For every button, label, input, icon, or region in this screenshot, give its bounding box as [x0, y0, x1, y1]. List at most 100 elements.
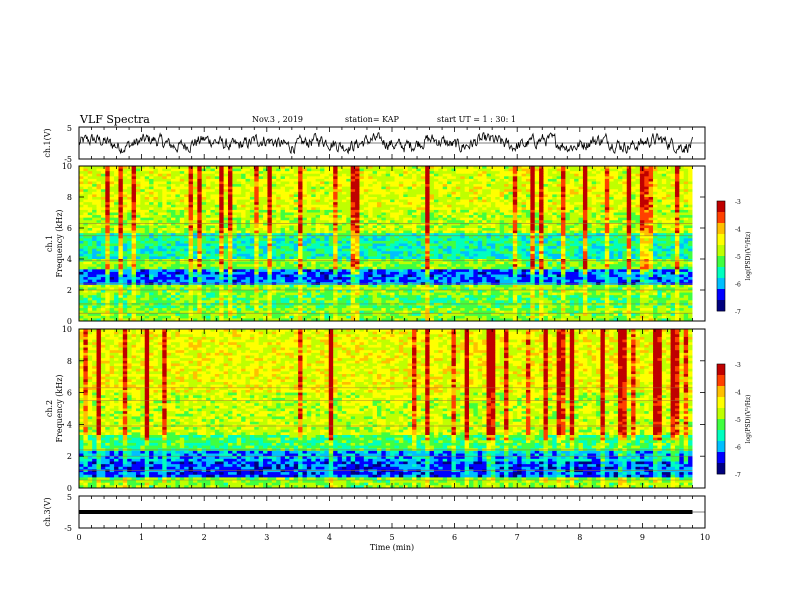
ch1-spectrogram-ytick-label: 0: [67, 317, 72, 326]
ch1-spectrogram-colorbar-tick: -5: [735, 254, 741, 261]
ch2-spectrogram-colorbar-frame: [716, 363, 726, 475]
ch1-waveform-ylabel: ch.1(V): [43, 128, 52, 157]
ch3-waveform-xlabel: Time (min): [370, 543, 414, 552]
ch1-spectrogram-colorbar-step: [717, 267, 725, 271]
ch2-spectrogram-colorbar-tick: -3: [735, 362, 741, 369]
ch2-spectrogram-ytick-label: 8: [67, 357, 72, 366]
ch1-spectrogram-colorbar-step: [717, 286, 725, 290]
ch2-spectrogram-colorbar-step: [717, 443, 725, 447]
ch1-spectrogram-colorbar-tick: -6: [735, 282, 741, 289]
ch1-spectrogram-colorbar-step: [717, 278, 725, 282]
ch3-waveform-xtick-label: 10: [700, 533, 710, 542]
ch2-spectrogram-colorbar-step: [717, 435, 725, 439]
ch1-spectrogram-colorbar-step: [717, 291, 725, 295]
ch1-spectrogram-colorbar-step: [717, 245, 725, 249]
ch3-waveform-ytick-label: 5: [67, 493, 72, 502]
ch2-spectrogram-colorbar-step: [717, 452, 725, 456]
ch2-spectrogram-ylabel: ch.2Frequency (kHz): [45, 374, 64, 442]
ch3-waveform-xtick-label: 0: [76, 533, 81, 542]
ch3-waveform-xtick-label: 4: [327, 533, 332, 542]
ch1-spectrogram-colorbar-step: [717, 250, 725, 254]
ch2-spectrogram-ytick-label: 4: [67, 420, 72, 429]
ch1-waveform-trace: [78, 132, 693, 155]
ch2-spectrogram-colorbar-step: [717, 364, 725, 368]
ch1-spectrogram-colorbar-step: [717, 231, 725, 235]
ch2-spectrogram-colorbar-step: [717, 399, 725, 403]
ch2-spectrogram-colorbar-step: [717, 427, 725, 431]
ch2-spectrogram-colorbar-step: [717, 408, 725, 412]
ch2-spectrogram-colorbar-step: [717, 432, 725, 436]
ch3-waveform-xtick-label: 7: [515, 533, 520, 542]
ch1-spectrogram-colorbar-step: [717, 214, 725, 218]
ch2-spectrogram-colorbar-tick: -7: [735, 472, 741, 479]
ch1-spectrogram-colorbar-step: [717, 206, 725, 210]
ch2-spectrogram-colorbar-step: [717, 377, 725, 381]
ch2-spectrogram-colorbar-step: [717, 413, 725, 417]
ch1-spectrogram-colorbar-step: [717, 283, 725, 287]
ch1-spectrogram-colorbar-step: [717, 264, 725, 268]
ch1-spectrogram-ytick-label: 2: [67, 286, 72, 295]
ch2-spectrogram-colorbar-step: [717, 386, 725, 390]
ch2-spectrogram-cells: [79, 329, 693, 489]
ch1-spectrogram-colorbar-step: [717, 223, 725, 227]
ch1-spectrogram-colorbar-step: [717, 217, 725, 221]
ch2-spectrogram-colorbar-step: [717, 372, 725, 376]
ch2-spectrogram-colorbar-step: [717, 402, 725, 406]
ch2-spectrogram-colorbar-step: [717, 405, 725, 409]
chart-title: VLF Spectra: [80, 113, 150, 126]
ch1-spectrogram-colorbar-step: [717, 269, 725, 273]
ch2-spectrogram-colorbar-step: [717, 430, 725, 434]
date-label: Nov.3 , 2019: [252, 115, 304, 124]
ch2-spectrogram-colorbar-step: [717, 388, 725, 392]
ch1-spectrogram-colorbar-step: [717, 201, 725, 205]
ch1-spectrogram-colorbar-step: [717, 289, 725, 293]
ch1-spectrogram-colorbar-step: [717, 261, 725, 265]
ch2-spectrogram-colorbar-tick: -6: [735, 445, 741, 452]
ch1-spectrogram-colorbar-step: [717, 220, 725, 224]
ch2-spectrogram-colorbar-step: [717, 421, 725, 425]
ch2-spectrogram-colorbar-tick: -4: [735, 390, 741, 397]
ch2-spectrogram-colorbar-step: [717, 391, 725, 395]
ch3-waveform-ytick-label: -5: [64, 524, 72, 533]
ch1-spectrogram-colorbar-step: [717, 305, 725, 309]
ch1-spectrogram-colorbar-step: [717, 209, 725, 213]
ch2-spectrogram-colorbar-step: [717, 410, 725, 414]
station-label: station= KAP: [345, 115, 399, 124]
ch2-spectrogram-colorbar-label: log(PSD)(V²/Hz): [745, 395, 752, 444]
ch2-spectrogram-colorbar-step: [717, 441, 725, 445]
ch1-spectrogram-colorbar-step: [717, 308, 725, 312]
ch2-spectrogram-colorbar-step: [717, 468, 725, 472]
ch2-spectrogram-blank-area: [692, 329, 705, 488]
ch2-spectrogram-colorbar-step: [717, 449, 725, 453]
ch1-waveform-ytick-label: 5: [67, 124, 72, 133]
ch2-spectrogram-colorbar-step: [717, 460, 725, 464]
ch1-spectrogram-colorbar-step: [717, 280, 725, 284]
ch3-waveform-ylabel: ch.3(V): [43, 497, 52, 526]
ch1-spectrogram-ylabel: ch.1Frequency (kHz): [45, 209, 64, 277]
ch1-waveform-ytick-label: -5: [64, 155, 72, 164]
ch2-spectrogram-ytick-label: 10: [62, 325, 72, 334]
ch1-spectrogram-colorbar-label: log(PSD)(V²/Hz): [745, 232, 752, 281]
ch1-spectrogram-colorbar-step: [717, 247, 725, 251]
ch1-spectrogram-ytick-label: 10: [62, 162, 72, 171]
ch1-spectrogram-ytick-label: 8: [67, 193, 72, 202]
ch1-spectrogram-colorbar-step: [717, 256, 725, 260]
ch2-spectrogram-colorbar-step: [717, 394, 725, 398]
ch1-spectrogram-colorbar-step: [717, 225, 725, 229]
ch1-spectrogram-blank-area: [692, 166, 705, 321]
ch1-spectrogram-colorbar-step: [717, 294, 725, 298]
ch2-spectrogram-colorbar-step: [717, 471, 725, 475]
ch1-spectrogram-colorbar-step: [717, 302, 725, 306]
ch2-spectrogram-colorbar-step: [717, 375, 725, 379]
ch1-spectrogram-cells: [79, 166, 693, 322]
ch1-spectrogram-colorbar-step: [717, 239, 725, 243]
ch1-spectrogram-colorbar-step: [717, 212, 725, 216]
ch1-spectrogram-colorbar-step: [717, 236, 725, 240]
ch1-spectrogram-colorbar-step: [717, 275, 725, 279]
ch1-spectrogram-colorbar-step: [717, 242, 725, 246]
ch1-spectrogram-colorbar-tick: -3: [735, 199, 741, 206]
ch1-spectrogram-colorbar-step: [717, 297, 725, 301]
ch2-spectrogram-ytick-label: 0: [67, 484, 72, 493]
ch1-spectrogram-colorbar-tick: -7: [735, 309, 741, 316]
ch3-waveform-xtick-label: 5: [389, 533, 394, 542]
